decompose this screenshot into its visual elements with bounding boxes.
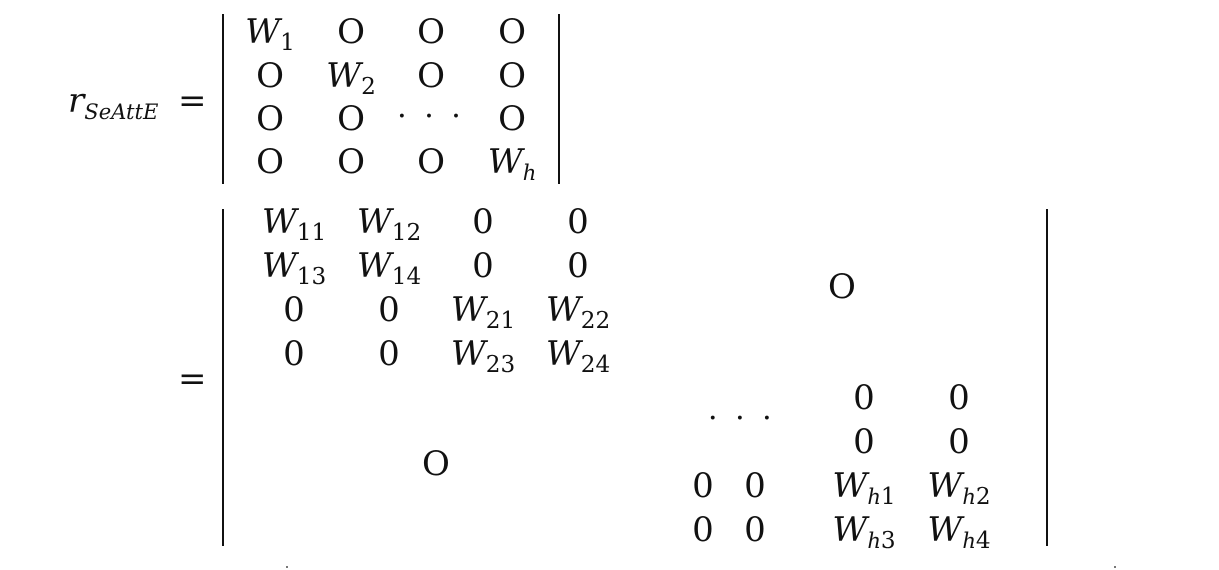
- lhs-symbol: rSeAttE: [68, 81, 158, 122]
- entry-subscript-index: h: [867, 527, 881, 553]
- entry-base: W: [545, 290, 581, 330]
- matrix2-top-left-entry: 0: [283, 290, 305, 330]
- entry-base: W: [927, 466, 963, 506]
- matrix2-top-left-entry: W11: [261, 202, 326, 245]
- matrix-2-ellipsis: · · ·: [708, 401, 776, 436]
- matrix2-top-left-entry: W22: [545, 290, 610, 333]
- matrix1-entry: O: [337, 142, 365, 182]
- matrix1-entry: O: [498, 12, 526, 52]
- entry-base: W: [450, 334, 486, 374]
- matrix-2-top-right-zero-block: O: [828, 267, 856, 307]
- matrix2-top-left-entry: W21: [450, 290, 515, 333]
- entry-base: W: [927, 510, 963, 550]
- matrix2-top-left-entry: 0: [472, 246, 494, 286]
- equals-sign-1: =: [178, 81, 207, 121]
- matrix1-entry: O: [417, 142, 445, 182]
- entry-subscript-index: h: [867, 483, 881, 509]
- entry-subscript: 22: [580, 308, 611, 335]
- entry-subscript: 2: [361, 74, 376, 101]
- matrix2-bottom-right-entry: 0: [744, 466, 766, 506]
- page-mark-right: [1114, 566, 1116, 568]
- entry-base: W: [487, 142, 523, 182]
- matrix2-right-bar: [1046, 209, 1048, 546]
- entry-base: W: [832, 510, 868, 550]
- matrix1-entry: W1: [245, 12, 295, 55]
- entry-subscript: 24: [580, 352, 611, 379]
- matrix1-entry: O: [337, 99, 365, 139]
- matrix1-right-bar: [558, 14, 560, 184]
- entry-base: W: [245, 12, 281, 52]
- matrix1-left-bar: [222, 14, 224, 184]
- matrix2-bottom-right-entry: 0: [692, 466, 714, 506]
- matrix1-entry: O: [256, 142, 284, 182]
- matrix2-top-left-entry: 0: [567, 246, 589, 286]
- matrix2-top-left-entry: W12: [356, 202, 421, 245]
- matrix2-bottom-right-entry: Wh2: [927, 466, 990, 509]
- matrix2-bottom-right-entry: 0: [853, 378, 875, 418]
- matrix1-entry: O: [256, 56, 284, 96]
- entry-base: W: [545, 334, 581, 374]
- matrix2-bottom-right-entry: 0: [853, 422, 875, 462]
- matrix2-top-left-entry: 0: [378, 334, 400, 374]
- matrix2-top-left-entry: 0: [378, 290, 400, 330]
- matrix1-entry: O: [417, 56, 445, 96]
- entry-subscript: 1: [880, 484, 896, 511]
- matrix2-left-bar: [222, 209, 224, 546]
- matrix2-bottom-right-entry: 0: [948, 422, 970, 462]
- entry-base: W: [326, 56, 362, 96]
- entry-subscript-index: h: [962, 527, 976, 553]
- entry-subscript: 3: [880, 528, 896, 555]
- entry-base: W: [261, 246, 297, 286]
- matrix-2-bottom-left-zero-block: O: [422, 444, 450, 484]
- matrix1-entry: O: [498, 56, 526, 96]
- matrix2-top-left-entry: W24: [545, 334, 610, 377]
- entry-subscript: 23: [485, 352, 516, 379]
- entry-subscript: 1: [280, 30, 295, 57]
- matrix2-top-left-entry: 0: [472, 202, 494, 242]
- matrix2-bottom-right-entry: Wh1: [832, 466, 895, 509]
- matrix2-bottom-right-entry: 0: [948, 378, 970, 418]
- lhs-subscript: SeAttE: [84, 98, 159, 124]
- entry-subscript: 21: [485, 308, 516, 335]
- matrix1-entry: O: [337, 12, 365, 52]
- entry-subscript: 2: [975, 484, 991, 511]
- page-mark-left: [286, 566, 288, 568]
- matrix2-top-left-entry: 0: [283, 334, 305, 374]
- matrix2-bottom-right-entry: 0: [692, 510, 714, 550]
- entry-subscript-index: h: [522, 159, 537, 185]
- entry-base: W: [832, 466, 868, 506]
- matrix1-entry: Wh: [487, 142, 537, 183]
- matrix2-top-left-entry: W23: [450, 334, 515, 377]
- matrix1-entry: O: [498, 99, 526, 139]
- entry-subscript-index: h: [962, 483, 976, 509]
- equals-sign-2: =: [178, 359, 207, 399]
- entry-base: W: [261, 202, 297, 242]
- entry-base: W: [450, 290, 486, 330]
- matrix2-top-left-entry: W13: [261, 246, 326, 289]
- entry-base: W: [356, 246, 392, 286]
- entry-subscript: 11: [296, 220, 327, 247]
- matrix1-entry: O: [256, 99, 284, 139]
- matrix2-bottom-right-entry: 0: [744, 510, 766, 550]
- matrix1-entry: W2: [326, 56, 376, 99]
- matrix2-bottom-right-entry: Wh3: [832, 510, 895, 553]
- lhs-base: r: [68, 81, 85, 121]
- entry-subscript: 14: [391, 264, 422, 291]
- matrix1-entry: · · ·: [397, 99, 465, 134]
- matrix2-bottom-right-entry: Wh4: [927, 510, 990, 553]
- matrix2-top-left-entry: 0: [567, 202, 589, 242]
- entry-base: W: [356, 202, 392, 242]
- entry-subscript: 4: [975, 528, 991, 555]
- matrix2-top-left-entry: W14: [356, 246, 421, 289]
- entry-subscript: 12: [391, 220, 422, 247]
- entry-subscript: 13: [296, 264, 327, 291]
- matrix1-entry: O: [417, 12, 445, 52]
